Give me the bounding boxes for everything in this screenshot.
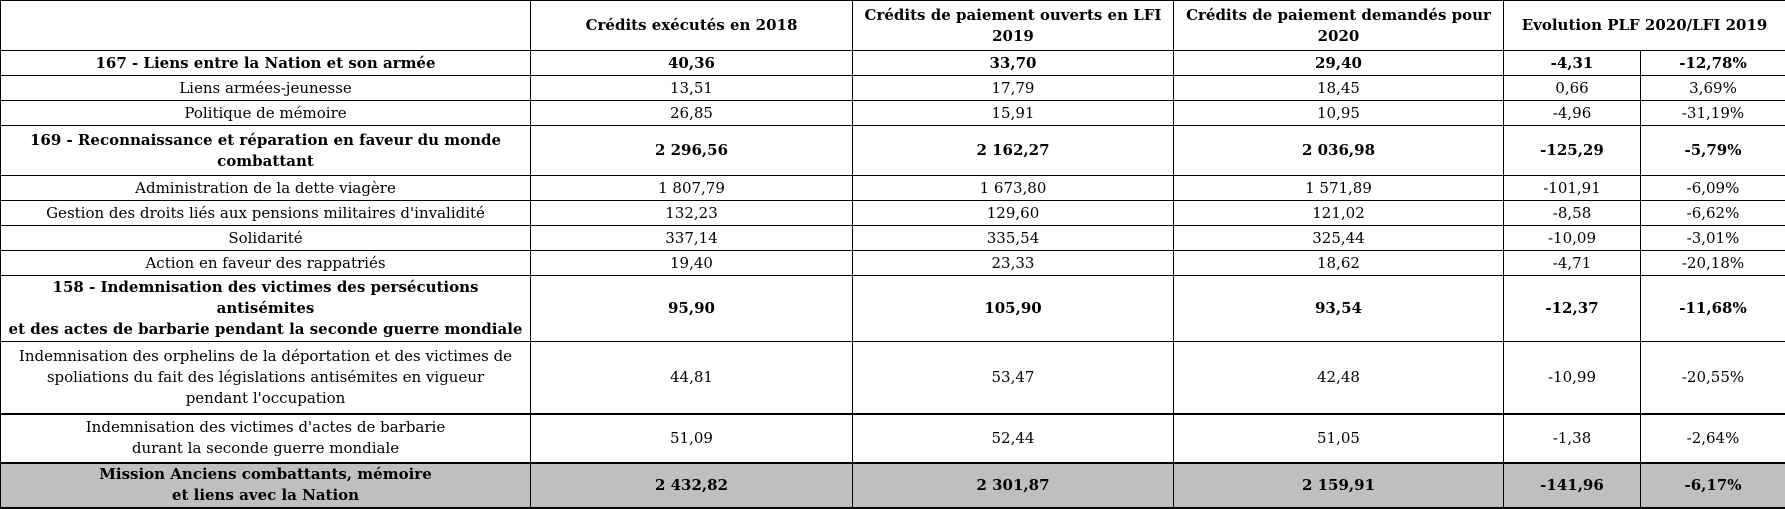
cell-2018: 132,23 bbox=[531, 201, 853, 226]
table-row-solidarite: Solidarité 337,14 335,54 325,44 -10,09 -… bbox=[1, 226, 1785, 251]
cell-evolution-percent: -5,79% bbox=[1641, 126, 1785, 176]
table-row-liens-armees-jeunesse: Liens armées-jeunesse 13,51 17,79 18,45 … bbox=[1, 76, 1785, 101]
cell-plf-2020: 18,45 bbox=[1174, 76, 1504, 101]
cell-plf-2020: 29,40 bbox=[1174, 51, 1504, 76]
cell-plf-2020: 10,95 bbox=[1174, 101, 1504, 126]
cell-evolution-value: -8,58 bbox=[1504, 201, 1641, 226]
cell-evolution-percent: -6,17% bbox=[1641, 463, 1785, 508]
cell-lfi-2019: 17,79 bbox=[853, 76, 1174, 101]
header-plf-2020: Crédits de paiement demandés pour 2020 bbox=[1174, 1, 1504, 51]
cell-lfi-2019: 2 301,87 bbox=[853, 463, 1174, 508]
header-credits-2018: Crédits exécutés en 2018 bbox=[531, 1, 853, 51]
cell-evolution-value: -10,99 bbox=[1504, 342, 1641, 414]
row-label: Indemnisation des victimes d'actes de ba… bbox=[1, 414, 531, 463]
cell-evolution-value: -4,31 bbox=[1504, 51, 1641, 76]
table-row-pensions-invalidite: Gestion des droits liés aux pensions mil… bbox=[1, 201, 1785, 226]
cell-evolution-percent: -12,78% bbox=[1641, 51, 1785, 76]
table-row-program-158: 158 - Indemnisation des victimes des per… bbox=[1, 276, 1785, 342]
cell-plf-2020: 121,02 bbox=[1174, 201, 1504, 226]
cell-evolution-value: 0,66 bbox=[1504, 76, 1641, 101]
table-row-program-167: 167 - Liens entre la Nation et son armée… bbox=[1, 51, 1785, 76]
table-row-orphelins-deportation: Indemnisation des orphelins de la déport… bbox=[1, 342, 1785, 414]
cell-lfi-2019: 1 673,80 bbox=[853, 176, 1174, 201]
cell-evolution-percent: -3,01% bbox=[1641, 226, 1785, 251]
cell-plf-2020: 93,54 bbox=[1174, 276, 1504, 342]
cell-2018: 2 432,82 bbox=[531, 463, 853, 508]
row-label: Mission Anciens combattants, mémoire et … bbox=[1, 463, 531, 508]
cell-lfi-2019: 52,44 bbox=[853, 414, 1174, 463]
cell-evolution-value: -12,37 bbox=[1504, 276, 1641, 342]
header-lfi-2019: Crédits de paiement ouverts en LFI 2019 bbox=[853, 1, 1174, 51]
cell-2018: 19,40 bbox=[531, 251, 853, 276]
cell-evolution-value: -4,96 bbox=[1504, 101, 1641, 126]
cell-evolution-percent: -20,18% bbox=[1641, 251, 1785, 276]
cell-evolution-percent: 3,69% bbox=[1641, 76, 1785, 101]
cell-evolution-percent: -6,09% bbox=[1641, 176, 1785, 201]
cell-evolution-value: -101,91 bbox=[1504, 176, 1641, 201]
cell-evolution-percent: -31,19% bbox=[1641, 101, 1785, 126]
cell-lfi-2019: 15,91 bbox=[853, 101, 1174, 126]
cell-evolution-value: -141,96 bbox=[1504, 463, 1641, 508]
cell-lfi-2019: 129,60 bbox=[853, 201, 1174, 226]
cell-plf-2020: 2 159,91 bbox=[1174, 463, 1504, 508]
cell-evolution-percent: -11,68% bbox=[1641, 276, 1785, 342]
cell-plf-2020: 18,62 bbox=[1174, 251, 1504, 276]
table-row-rapatries: Action en faveur des rappatriés 19,40 23… bbox=[1, 251, 1785, 276]
row-label: Gestion des droits liés aux pensions mil… bbox=[1, 201, 531, 226]
cell-lfi-2019: 2 162,27 bbox=[853, 126, 1174, 176]
cell-evolution-value: -1,38 bbox=[1504, 414, 1641, 463]
cell-2018: 40,36 bbox=[531, 51, 853, 76]
table-row-mission-total: Mission Anciens combattants, mémoire et … bbox=[1, 463, 1785, 508]
cell-evolution-value: -4,71 bbox=[1504, 251, 1641, 276]
cell-evolution-percent: -6,62% bbox=[1641, 201, 1785, 226]
cell-2018: 51,09 bbox=[531, 414, 853, 463]
cell-evolution-value: -10,09 bbox=[1504, 226, 1641, 251]
cell-2018: 13,51 bbox=[531, 76, 853, 101]
cell-evolution-percent: -2,64% bbox=[1641, 414, 1785, 463]
table-row-dette-viagere: Administration de la dette viagère 1 807… bbox=[1, 176, 1785, 201]
cell-2018: 337,14 bbox=[531, 226, 853, 251]
row-label: 169 - Reconnaissance et réparation en fa… bbox=[1, 126, 531, 176]
cell-2018: 2 296,56 bbox=[531, 126, 853, 176]
cell-plf-2020: 42,48 bbox=[1174, 342, 1504, 414]
cell-2018: 95,90 bbox=[531, 276, 853, 342]
cell-lfi-2019: 33,70 bbox=[853, 51, 1174, 76]
row-label: Administration de la dette viagère bbox=[1, 176, 531, 201]
row-label: Solidarité bbox=[1, 226, 531, 251]
cell-plf-2020: 325,44 bbox=[1174, 226, 1504, 251]
row-label: Indemnisation des orphelins de la déport… bbox=[1, 342, 531, 414]
table-row-politique-memoire: Politique de mémoire 26,85 15,91 10,95 -… bbox=[1, 101, 1785, 126]
row-label: Action en faveur des rappatriés bbox=[1, 251, 531, 276]
cell-2018: 44,81 bbox=[531, 342, 853, 414]
table-row-program-169: 169 - Reconnaissance et réparation en fa… bbox=[1, 126, 1785, 176]
row-label: Liens armées-jeunesse bbox=[1, 76, 531, 101]
cell-lfi-2019: 105,90 bbox=[853, 276, 1174, 342]
cell-evolution-percent: -20,55% bbox=[1641, 342, 1785, 414]
cell-plf-2020: 2 036,98 bbox=[1174, 126, 1504, 176]
cell-lfi-2019: 53,47 bbox=[853, 342, 1174, 414]
row-label: 158 - Indemnisation des victimes des per… bbox=[1, 276, 531, 342]
cell-2018: 1 807,79 bbox=[531, 176, 853, 201]
cell-plf-2020: 51,05 bbox=[1174, 414, 1504, 463]
cell-lfi-2019: 23,33 bbox=[853, 251, 1174, 276]
header-row: Crédits exécutés en 2018 Crédits de paie… bbox=[1, 1, 1785, 51]
row-label: Politique de mémoire bbox=[1, 101, 531, 126]
cell-plf-2020: 1 571,89 bbox=[1174, 176, 1504, 201]
row-label: 167 - Liens entre la Nation et son armée bbox=[1, 51, 531, 76]
header-evolution: Evolution PLF 2020/LFI 2019 bbox=[1504, 1, 1785, 51]
cell-2018: 26,85 bbox=[531, 101, 853, 126]
cell-evolution-value: -125,29 bbox=[1504, 126, 1641, 176]
table-row-actes-barbarie: Indemnisation des victimes d'actes de ba… bbox=[1, 414, 1785, 463]
cell-lfi-2019: 335,54 bbox=[853, 226, 1174, 251]
header-empty-cell bbox=[1, 1, 531, 51]
